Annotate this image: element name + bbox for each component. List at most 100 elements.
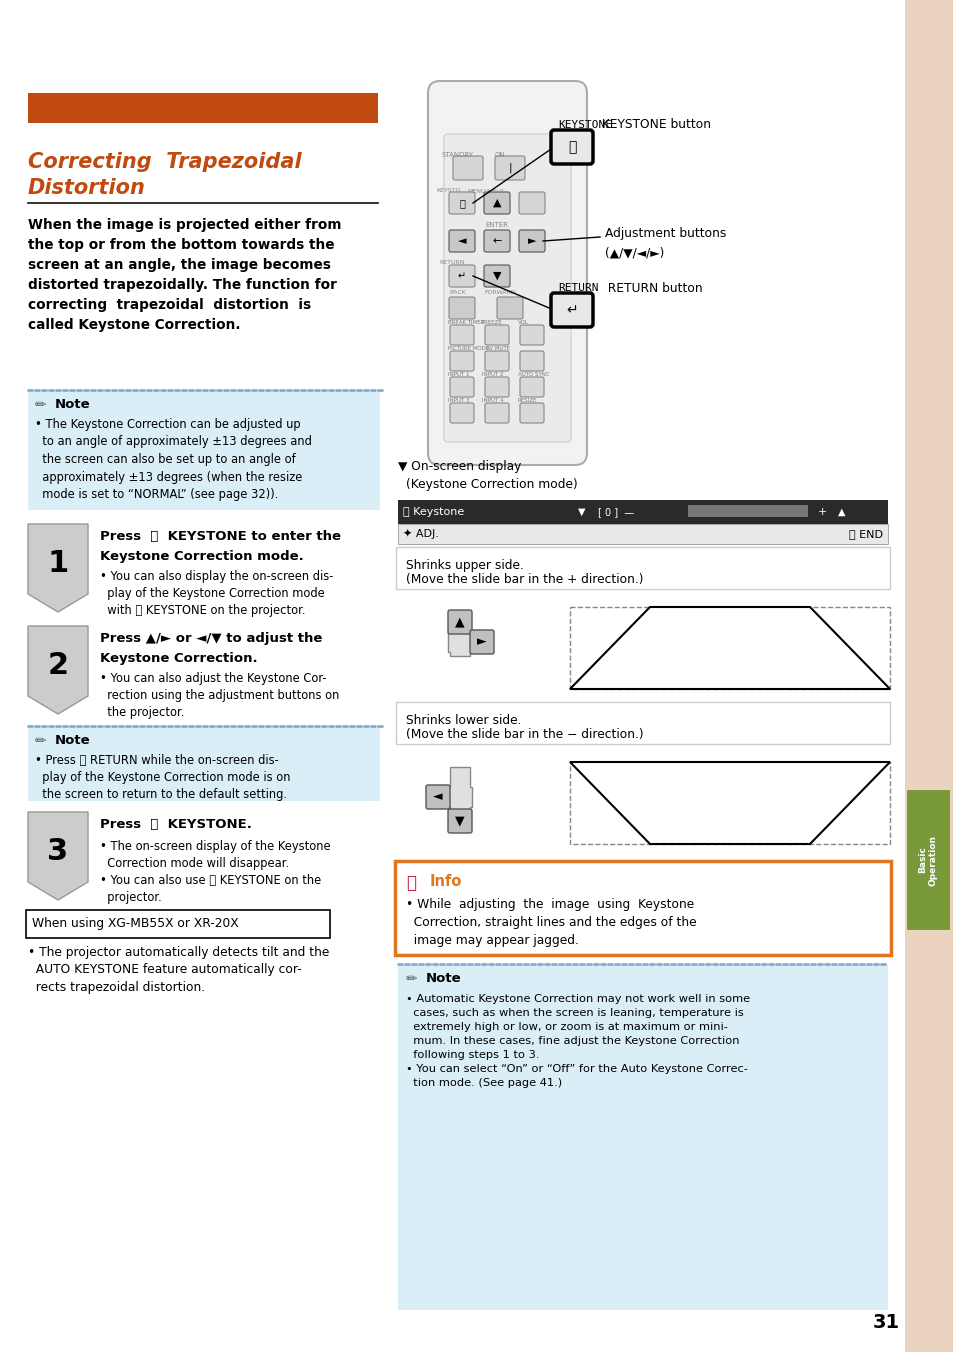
Text: (▲/▼/◄/►): (▲/▼/◄/►) bbox=[604, 246, 663, 260]
FancyBboxPatch shape bbox=[449, 230, 475, 251]
Text: Info: Info bbox=[430, 873, 462, 890]
FancyBboxPatch shape bbox=[397, 500, 887, 525]
Text: ◄: ◄ bbox=[433, 791, 442, 803]
Text: Press ▲/► or ◄/▼ to adjust the: Press ▲/► or ◄/▼ to adjust the bbox=[100, 631, 322, 645]
FancyBboxPatch shape bbox=[906, 790, 949, 930]
Text: KEYSTO…: KEYSTO… bbox=[436, 188, 467, 193]
Polygon shape bbox=[28, 813, 88, 900]
FancyBboxPatch shape bbox=[426, 786, 450, 808]
Text: (Keystone Correction mode): (Keystone Correction mode) bbox=[406, 479, 578, 491]
Text: Note: Note bbox=[426, 972, 461, 986]
Text: RESIZE: RESIZE bbox=[517, 397, 537, 403]
Polygon shape bbox=[28, 525, 88, 612]
Text: 1: 1 bbox=[48, 549, 69, 579]
Text: Shrinks upper side.: Shrinks upper side. bbox=[406, 558, 523, 572]
FancyBboxPatch shape bbox=[28, 93, 377, 123]
Text: ▲: ▲ bbox=[493, 197, 500, 208]
FancyBboxPatch shape bbox=[450, 324, 474, 345]
Text: (Move the slide bar in the − direction.): (Move the slide bar in the − direction.) bbox=[406, 727, 643, 741]
Text: • Press Ⓡ RETURN while the on-screen dis-
  play of the Keystone Correction mode: • Press Ⓡ RETURN while the on-screen dis… bbox=[35, 754, 291, 800]
Text: INPUT 3: INPUT 3 bbox=[448, 397, 469, 403]
Text: ENTER: ENTER bbox=[485, 222, 508, 228]
Text: RETURN: RETURN bbox=[438, 261, 464, 265]
Text: INPUT 1: INPUT 1 bbox=[448, 372, 469, 376]
Text: When using XG-MB55X or XR-20X: When using XG-MB55X or XR-20X bbox=[32, 918, 238, 930]
Text: • While  adjusting  the  image  using  Keystone
  Correction, straight lines and: • While adjusting the image using Keysto… bbox=[406, 898, 696, 946]
FancyBboxPatch shape bbox=[519, 403, 543, 423]
FancyBboxPatch shape bbox=[551, 130, 593, 164]
FancyBboxPatch shape bbox=[687, 506, 807, 516]
Text: RETURN button: RETURN button bbox=[599, 281, 702, 295]
FancyBboxPatch shape bbox=[551, 293, 593, 327]
FancyBboxPatch shape bbox=[449, 297, 475, 319]
Text: 31: 31 bbox=[872, 1313, 899, 1332]
Text: INPUT 4: INPUT 4 bbox=[481, 397, 503, 403]
Text: RETURN: RETURN bbox=[558, 283, 598, 293]
FancyBboxPatch shape bbox=[483, 230, 510, 251]
Text: Ⓚ Keystone: Ⓚ Keystone bbox=[402, 507, 464, 516]
Text: ◄: ◄ bbox=[457, 237, 466, 246]
FancyBboxPatch shape bbox=[519, 324, 543, 345]
Text: ↵: ↵ bbox=[457, 270, 466, 281]
Text: BACK: BACK bbox=[449, 291, 466, 296]
Text: BREAK TIMER: BREAK TIMER bbox=[448, 319, 484, 324]
Text: 📕: 📕 bbox=[406, 873, 416, 892]
Text: • You can also display the on-screen dis-
  play of the Keystone Correction mode: • You can also display the on-screen dis… bbox=[100, 571, 333, 617]
FancyBboxPatch shape bbox=[449, 265, 475, 287]
Text: ✏: ✏ bbox=[406, 972, 417, 986]
Text: Basic
Operation: Basic Operation bbox=[918, 834, 937, 886]
Text: FREEZE: FREEZE bbox=[481, 319, 502, 324]
Text: ►: ► bbox=[527, 237, 536, 246]
FancyBboxPatch shape bbox=[397, 964, 887, 1310]
FancyBboxPatch shape bbox=[395, 702, 889, 744]
FancyBboxPatch shape bbox=[448, 808, 472, 833]
Text: STANDBY: STANDBY bbox=[441, 151, 474, 158]
Polygon shape bbox=[569, 607, 889, 690]
Text: (Move the slide bar in the + direction.): (Move the slide bar in the + direction.) bbox=[406, 573, 643, 585]
Polygon shape bbox=[448, 612, 492, 656]
Text: ▼: ▼ bbox=[493, 270, 500, 281]
FancyBboxPatch shape bbox=[450, 352, 474, 370]
Text: FORWARD: FORWARD bbox=[483, 291, 516, 296]
FancyBboxPatch shape bbox=[519, 352, 543, 370]
FancyBboxPatch shape bbox=[397, 525, 887, 544]
FancyBboxPatch shape bbox=[483, 265, 510, 287]
FancyBboxPatch shape bbox=[448, 610, 472, 634]
Text: Ⓚ END: Ⓚ END bbox=[848, 529, 882, 539]
Polygon shape bbox=[28, 626, 88, 714]
Text: 2: 2 bbox=[48, 652, 69, 680]
FancyBboxPatch shape bbox=[395, 548, 889, 589]
FancyBboxPatch shape bbox=[450, 403, 474, 423]
FancyBboxPatch shape bbox=[26, 910, 330, 938]
Polygon shape bbox=[569, 763, 889, 844]
Text: ▼ On-screen display: ▼ On-screen display bbox=[397, 460, 521, 473]
Text: INPUT 2: INPUT 2 bbox=[481, 372, 503, 376]
Text: MENU/HELP: MENU/HELP bbox=[467, 188, 503, 193]
FancyBboxPatch shape bbox=[484, 377, 509, 397]
Text: • You can also adjust the Keystone Cor-
  rection using the adjustment buttons o: • You can also adjust the Keystone Cor- … bbox=[100, 672, 339, 719]
Text: Keystone Correction mode.: Keystone Correction mode. bbox=[100, 550, 303, 562]
Text: Press  Ⓚ  KEYSTONE to enter the: Press Ⓚ KEYSTONE to enter the bbox=[100, 530, 340, 544]
Text: ↵: ↵ bbox=[565, 303, 578, 316]
FancyBboxPatch shape bbox=[395, 861, 890, 955]
Text: • The on-screen display of the Keystone
  Correction mode will disappear.
• You : • The on-screen display of the Keystone … bbox=[100, 840, 331, 904]
FancyBboxPatch shape bbox=[484, 403, 509, 423]
FancyBboxPatch shape bbox=[449, 192, 475, 214]
Text: Distortion: Distortion bbox=[28, 178, 146, 197]
FancyBboxPatch shape bbox=[483, 192, 510, 214]
Text: ON: ON bbox=[495, 151, 505, 158]
FancyBboxPatch shape bbox=[495, 155, 524, 180]
Text: • Automatic Keystone Correction may not work well in some
  cases, such as when : • Automatic Keystone Correction may not … bbox=[406, 994, 749, 1088]
Text: [ 0 ]  —: [ 0 ] — bbox=[598, 507, 634, 516]
Text: 3: 3 bbox=[48, 837, 69, 867]
Text: Press  Ⓚ  KEYSTONE.: Press Ⓚ KEYSTONE. bbox=[100, 818, 252, 831]
FancyBboxPatch shape bbox=[497, 297, 522, 319]
Text: Adjustment buttons: Adjustment buttons bbox=[604, 227, 725, 241]
Text: Keystone Correction.: Keystone Correction. bbox=[100, 652, 257, 665]
FancyBboxPatch shape bbox=[519, 377, 543, 397]
Text: ▼: ▼ bbox=[578, 507, 585, 516]
FancyBboxPatch shape bbox=[428, 81, 586, 465]
FancyBboxPatch shape bbox=[904, 0, 953, 1352]
FancyBboxPatch shape bbox=[484, 324, 509, 345]
FancyBboxPatch shape bbox=[28, 389, 379, 510]
